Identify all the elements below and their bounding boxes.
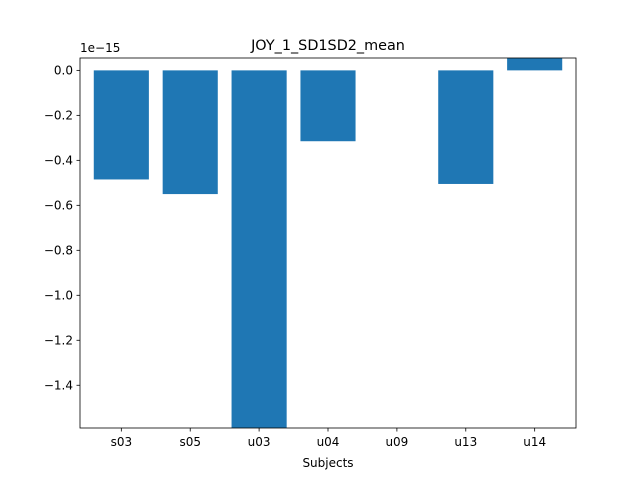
y-tick-label: −1.0 bbox=[44, 289, 73, 303]
bar-u14 bbox=[507, 58, 563, 71]
y-tick-label: 0.0 bbox=[54, 64, 73, 78]
bar-u03 bbox=[231, 70, 287, 428]
x-tick-label: s03 bbox=[111, 435, 133, 449]
y-tick-label: −0.2 bbox=[44, 109, 73, 123]
y-axis-offset-text: 1e−15 bbox=[80, 41, 120, 55]
x-tick-label: u14 bbox=[523, 435, 546, 449]
y-tick-label: −1.4 bbox=[44, 379, 73, 393]
bars-layer bbox=[93, 58, 563, 428]
axes-frame bbox=[79, 57, 577, 429]
y-ticks-layer: 0.0 −0.2 −0.4 −0.6 −0.8 −1.0 −1.2 −1.4 bbox=[44, 64, 80, 393]
bar-u13 bbox=[438, 70, 494, 184]
y-tick-label: −0.4 bbox=[44, 154, 73, 168]
bar-s03 bbox=[93, 70, 149, 180]
x-tick-label: u04 bbox=[317, 435, 340, 449]
x-tick-label: s05 bbox=[179, 435, 201, 449]
y-tick-label: −0.6 bbox=[44, 199, 73, 213]
y-tick-label: −1.2 bbox=[44, 334, 73, 348]
x-tick-label: u03 bbox=[248, 435, 271, 449]
x-tick-label: u13 bbox=[454, 435, 477, 449]
chart-title: JOY_1_SD1SD2_mean bbox=[250, 38, 405, 54]
bar-u04 bbox=[300, 70, 356, 142]
y-tick-label: −0.8 bbox=[44, 244, 73, 258]
x-tick-label: u09 bbox=[385, 435, 408, 449]
x-ticks-layer: s03 s05 u03 u04 u09 u13 u14 bbox=[111, 428, 546, 449]
bar-s05 bbox=[162, 70, 218, 195]
x-axis-label: Subjects bbox=[302, 456, 353, 470]
